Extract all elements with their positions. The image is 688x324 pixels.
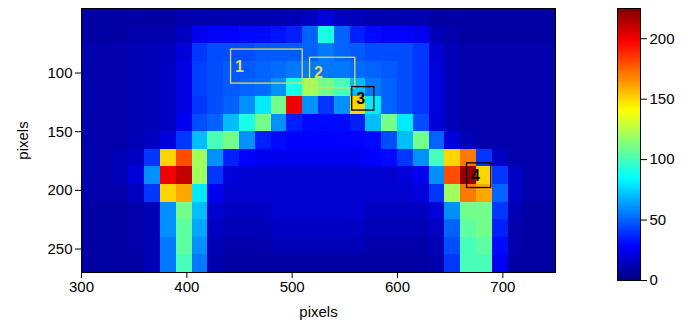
svg-text:400: 400 xyxy=(174,278,199,295)
svg-text:2: 2 xyxy=(314,64,323,81)
svg-text:700: 700 xyxy=(490,278,515,295)
svg-text:pixels: pixels xyxy=(299,303,337,320)
svg-text:100: 100 xyxy=(650,150,675,167)
svg-text:1: 1 xyxy=(235,58,244,75)
svg-text:300: 300 xyxy=(69,278,94,295)
svg-text:150: 150 xyxy=(47,123,72,140)
svg-text:0: 0 xyxy=(650,271,658,288)
svg-text:600: 600 xyxy=(385,278,410,295)
svg-text:50: 50 xyxy=(650,211,667,228)
svg-text:pixels: pixels xyxy=(14,121,31,159)
svg-text:4: 4 xyxy=(471,167,480,184)
svg-text:150: 150 xyxy=(650,90,675,107)
svg-text:250: 250 xyxy=(47,240,72,257)
svg-text:500: 500 xyxy=(280,278,305,295)
svg-text:100: 100 xyxy=(47,64,72,81)
svg-text:3: 3 xyxy=(356,90,365,107)
svg-text:200: 200 xyxy=(47,181,72,198)
svg-text:200: 200 xyxy=(650,30,675,47)
